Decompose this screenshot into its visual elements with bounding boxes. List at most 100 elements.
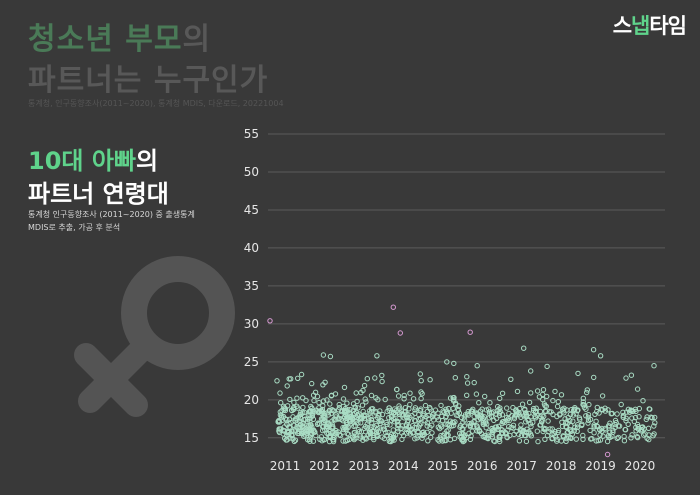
data-point — [286, 424, 293, 430]
data-point — [284, 437, 290, 443]
data-point — [341, 384, 348, 391]
data-point — [361, 412, 367, 418]
data-point — [500, 430, 506, 436]
data-point — [298, 424, 304, 431]
data-point — [535, 438, 541, 445]
data-point — [456, 403, 462, 409]
data-point — [475, 413, 481, 419]
data-point — [634, 386, 641, 392]
page-title-line2: 파트너는 누구인가 — [28, 63, 269, 98]
data-point — [445, 421, 451, 427]
data-point — [590, 347, 597, 353]
subtitle-rest: 의 — [136, 147, 159, 175]
data-point — [554, 403, 561, 410]
data-point — [623, 375, 629, 381]
data-point — [280, 403, 287, 409]
data-point — [275, 419, 281, 425]
data-point — [386, 407, 392, 414]
data-point — [497, 434, 503, 441]
data-point — [570, 412, 577, 418]
data-point — [382, 396, 388, 403]
data-point — [530, 419, 536, 425]
data-point — [620, 409, 626, 415]
data-point — [513, 428, 519, 435]
data-point — [415, 432, 421, 439]
data-point — [364, 376, 370, 382]
data-point — [558, 392, 565, 398]
data-point — [506, 410, 512, 417]
data-point — [414, 435, 420, 441]
data-point — [401, 396, 407, 402]
data-point — [432, 407, 439, 413]
data-point — [561, 434, 567, 440]
data-point — [478, 416, 484, 422]
data-point — [360, 387, 366, 394]
data-point — [376, 418, 382, 425]
data-point — [410, 396, 417, 402]
data-point — [521, 345, 527, 351]
data-point — [591, 422, 597, 428]
data-point — [321, 436, 328, 443]
data-point — [429, 430, 435, 436]
female-symbol-icon — [74, 256, 235, 417]
data-point — [559, 419, 565, 425]
data-point — [552, 434, 559, 440]
data-point — [510, 425, 516, 431]
data-point — [288, 419, 294, 426]
data-point — [292, 428, 299, 434]
data-point — [399, 423, 406, 429]
data-point — [337, 432, 344, 439]
data-point — [360, 408, 366, 415]
data-point — [597, 353, 604, 359]
x-tick-label: 2017 — [506, 459, 537, 473]
data-point — [267, 318, 273, 324]
data-point — [407, 390, 413, 396]
data-point — [309, 430, 315, 437]
data-point — [322, 416, 328, 422]
data-point — [390, 427, 396, 433]
data-point — [502, 419, 508, 426]
data-point — [447, 395, 454, 401]
data-point — [594, 423, 600, 429]
data-point — [563, 438, 569, 444]
data-point — [523, 438, 530, 445]
data-point — [315, 420, 321, 426]
method-note: 통계청 인구동향조사 (2011~2020) 중 출생통계 MDIS로 추출, … — [28, 210, 195, 232]
data-point — [540, 387, 547, 393]
data-point — [526, 399, 533, 406]
data-point — [471, 413, 477, 420]
data-point — [550, 397, 556, 404]
y-tick-label: 45 — [244, 203, 259, 217]
data-point — [352, 404, 358, 410]
data-point — [443, 432, 450, 439]
data-point — [594, 404, 600, 411]
data-point — [378, 418, 385, 424]
data-point — [614, 435, 620, 441]
data-point — [353, 435, 359, 441]
data-point — [274, 378, 280, 384]
data-point — [351, 436, 357, 443]
data-point — [395, 428, 401, 435]
data-point — [418, 421, 424, 427]
data-point — [419, 430, 425, 436]
data-point — [394, 418, 401, 424]
data-point — [424, 408, 431, 415]
data-point — [591, 430, 597, 436]
data-point — [561, 405, 567, 411]
data-point — [585, 420, 591, 426]
data-point — [412, 410, 418, 417]
data-point — [376, 411, 382, 417]
data-point — [336, 404, 343, 411]
data-point — [305, 437, 311, 443]
data-point — [288, 407, 295, 413]
data-point — [330, 407, 336, 414]
x-tick-label: 2013 — [349, 459, 380, 473]
data-point — [651, 423, 657, 429]
data-point — [418, 395, 424, 402]
data-point — [468, 433, 474, 439]
data-point — [443, 437, 449, 444]
data-point — [388, 438, 394, 445]
data-point — [629, 415, 635, 421]
y-tick-label: 50 — [244, 165, 259, 179]
data-point — [404, 414, 410, 420]
